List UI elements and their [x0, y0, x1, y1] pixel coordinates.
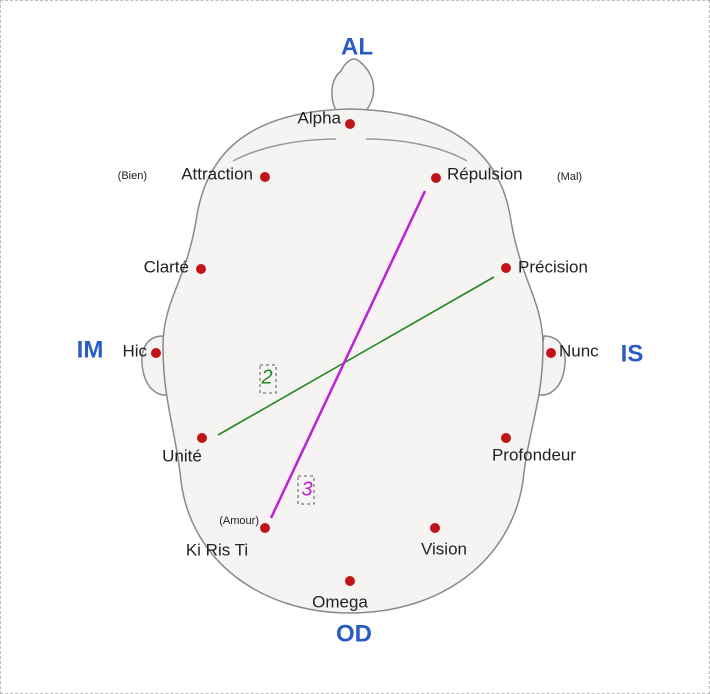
point-label: Clarté [144, 257, 189, 276]
page: Alpha Attraction (Bien) Répulsion (Mal) Clart… [0, 0, 710, 694]
nose [332, 59, 374, 113]
direction-label: OD [336, 620, 372, 647]
point-dot [345, 119, 355, 129]
point-dot [196, 264, 206, 274]
point-label: Attraction [181, 164, 253, 183]
line-label: 2 [260, 366, 272, 388]
point-dot [430, 523, 440, 533]
point-label: Ki Ris Ti [186, 540, 248, 559]
point-label: Répulsion [447, 164, 523, 183]
point-label: Précision [518, 257, 588, 276]
point-label: Profondeur [492, 445, 576, 464]
point-label: Omega [312, 592, 368, 611]
point-label: Hic [122, 341, 147, 360]
direction-label: IS [621, 340, 644, 367]
point-dot [501, 263, 511, 273]
point-label: Alpha [298, 108, 342, 127]
diagram: Alpha Attraction (Bien) Répulsion (Mal) Clart… [1, 1, 709, 693]
head-outline [163, 109, 543, 613]
direction-label: AL [341, 33, 373, 60]
point-dot [345, 576, 355, 586]
point-note: (Mal) [557, 171, 582, 183]
point-dot [197, 433, 207, 443]
point-note: (Amour) [219, 515, 259, 527]
point-dot [151, 348, 161, 358]
point-dot [431, 173, 441, 183]
line-label: 3 [301, 478, 312, 500]
point-dot [501, 433, 511, 443]
point-dot [260, 523, 270, 533]
direction-label: IM [77, 336, 104, 363]
point-label: Unité [162, 446, 202, 465]
point-label: Vision [421, 539, 467, 558]
point-note: (Bien) [118, 170, 147, 182]
point-label: Nunc [559, 341, 599, 360]
point-dot [546, 348, 556, 358]
point-dot [260, 172, 270, 182]
